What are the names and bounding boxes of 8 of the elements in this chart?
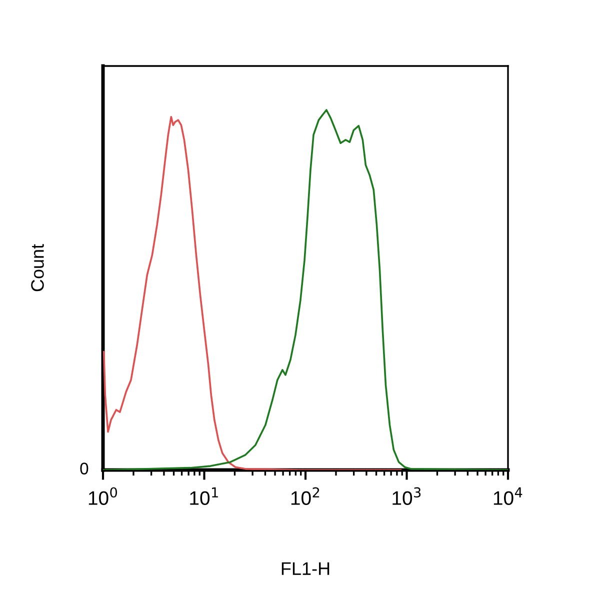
y-axis-title: Count	[31, 244, 44, 292]
x-axis-title: FL1-H	[282, 562, 330, 575]
x-tick-label: 10$^{1}$	[190, 487, 218, 505]
x-tick-label: 10$^{3}$	[392, 487, 421, 505]
x-tick-label: 10$^{2}$	[291, 487, 320, 505]
x-tick-label: 10$^{4}$	[494, 487, 522, 505]
text: 0	[80, 462, 88, 474]
x-tick-label: 10$^{0}$	[88, 487, 118, 505]
